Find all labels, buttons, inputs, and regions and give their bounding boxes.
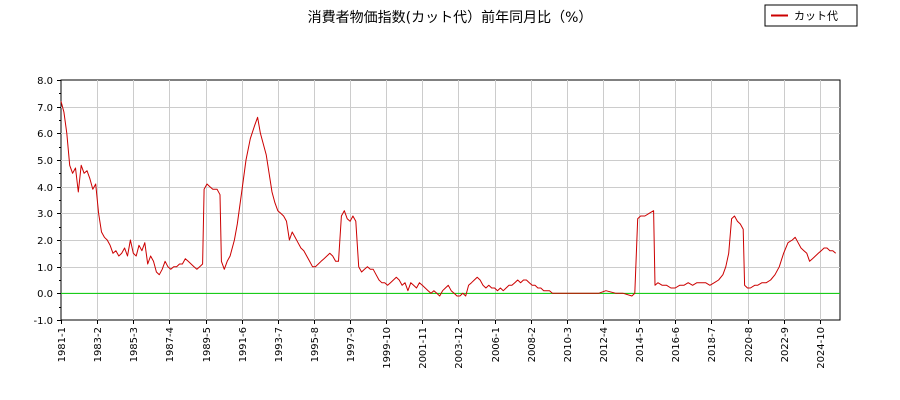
x-tick-label: 2020-8 [744, 327, 755, 362]
y-tick-label: 4.0 [37, 183, 53, 194]
y-tick-label: 3.0 [37, 209, 53, 220]
legend-label: カット代 [794, 10, 838, 23]
plot-area [60, 79, 841, 321]
x-tick-label: 2012-4 [599, 327, 610, 362]
x-tick-label: 1997-9 [346, 327, 357, 362]
y-tick-label: 0.0 [37, 289, 53, 300]
legend: カット代 [764, 4, 858, 27]
grid-lines [60, 79, 841, 321]
x-tick-label: 2024-10 [816, 327, 827, 369]
axes: -1.0 0.0 1.0 2.0 3.0 4.0 5.0 6.0 7.0 8.0 1981-1 198… [33, 76, 827, 369]
x-tick-label: 1999-10 [382, 327, 393, 369]
x-tick-label: 2014-5 [635, 327, 646, 362]
y-tick-label: 5.0 [37, 156, 53, 167]
chart-title: 消費者物価指数(カット代）前年同月比（%） [308, 9, 593, 26]
x-tick-label: 1983-2 [93, 327, 104, 362]
x-tick-label: 1995-8 [310, 327, 321, 362]
y-tick-label: 6.0 [37, 129, 53, 140]
y-tick-label: 1.0 [37, 263, 53, 274]
x-tick-label: 2022-9 [780, 327, 791, 362]
y-tick-label: 2.0 [37, 236, 53, 247]
y-tick-label: -1.0 [33, 316, 53, 327]
y-tick-label: 7.0 [37, 103, 53, 114]
x-tick-label: 2018-7 [707, 327, 718, 362]
x-tick-label: 2008-2 [527, 327, 538, 362]
x-tick-label: 2016-6 [671, 327, 682, 362]
x-tick-label: 1993-7 [274, 327, 285, 362]
x-tick-label: 1987-4 [165, 327, 176, 362]
x-tick-label: 1985-3 [129, 327, 140, 362]
x-tick-label: 1981-1 [57, 327, 68, 362]
x-tick-label: 2010-3 [563, 327, 574, 362]
x-tick-label: 2006-1 [491, 327, 502, 362]
series-layer [60, 101, 840, 297]
y-tick-label: 8.0 [37, 76, 53, 87]
series-line-0 [60, 101, 837, 297]
x-tick-label: 2003-12 [454, 327, 465, 369]
x-tick-label: 2001-11 [418, 327, 429, 369]
x-tick-label: 1989-5 [202, 327, 213, 362]
x-tick-label: 1991-6 [238, 327, 249, 362]
legend-box [764, 4, 858, 27]
